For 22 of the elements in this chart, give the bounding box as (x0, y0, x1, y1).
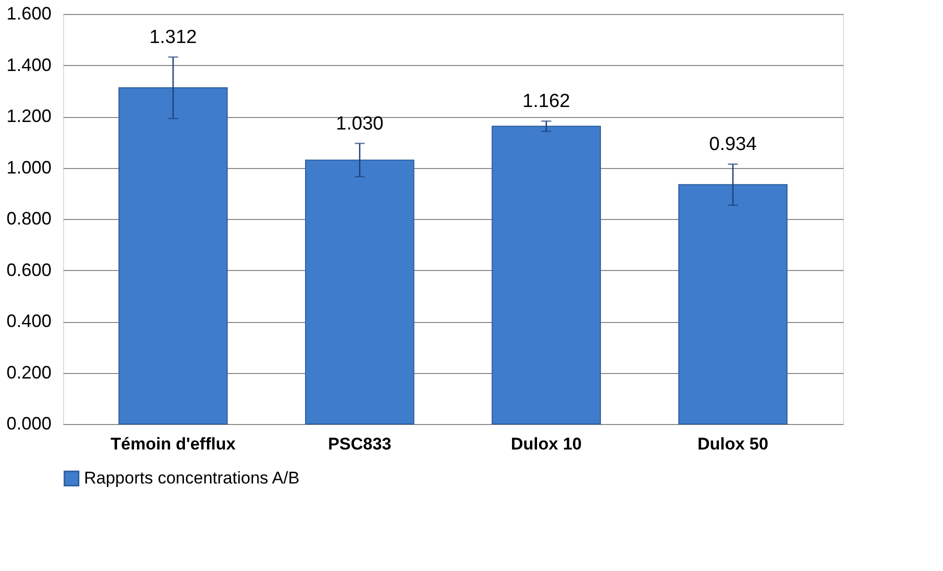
x-tick-label: Dulox 10 (510, 434, 582, 454)
bar (492, 126, 601, 424)
bar (118, 87, 228, 424)
y-tick-label: 0.800 (6, 208, 52, 228)
y-tick-label: 1.000 (6, 157, 52, 178)
y-tick-label: 0.000 (6, 414, 52, 434)
y-tick-label: 1.200 (6, 106, 52, 126)
y-tick-label: 1.600 (6, 4, 52, 24)
y-tick-label: 0.400 (6, 311, 52, 331)
y-tick-label: 0.200 (6, 362, 52, 382)
data-label: 1.162 (522, 91, 570, 112)
legend-label: Rapports concentrations A/B (84, 468, 300, 488)
bar (305, 160, 414, 424)
x-tick-label: PSC833 (328, 434, 392, 454)
x-tick-label: Témoin d'efflux (110, 434, 236, 454)
x-tick-label: Dulox 50 (697, 434, 768, 454)
data-label: 0.934 (709, 134, 758, 156)
y-tick-label: 1.400 (6, 54, 52, 75)
y-tick-label: 0.600 (6, 260, 52, 280)
data-label: 1.030 (336, 113, 384, 134)
data-label: 1.312 (149, 27, 197, 48)
bar (678, 184, 788, 424)
